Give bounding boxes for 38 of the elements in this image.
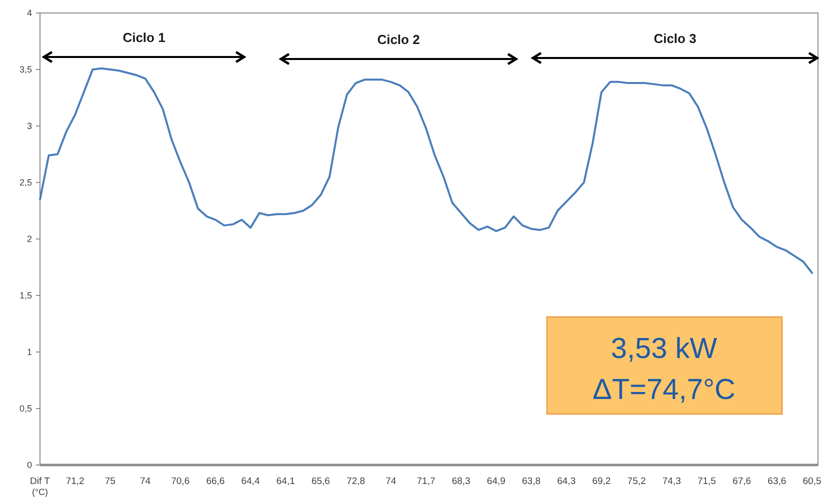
x-axis-title: Dif T (°C) xyxy=(30,476,50,497)
x-tick-label: 71,7 xyxy=(416,476,436,487)
annotation: ΔT=74,7°C xyxy=(592,374,736,406)
annotation: Ciclo 2 xyxy=(377,32,420,47)
x-tick-label: 75 xyxy=(104,476,116,487)
x-tick-label: 72,8 xyxy=(346,476,366,487)
x-tick-label: 64,4 xyxy=(241,476,260,487)
x-tick-label: 66,6 xyxy=(206,476,225,487)
y-tick-label: 0,5 xyxy=(19,404,32,414)
annotation: 3,53 kW xyxy=(610,333,718,365)
x-tick-label: 60,5 xyxy=(802,476,822,487)
x-tick-label: 74,3 xyxy=(662,476,681,487)
x-tick-label: 74 xyxy=(386,476,396,487)
x-tick-label: 67,6 xyxy=(732,476,752,487)
x-tick-label: 64,9 xyxy=(486,476,506,487)
x-tick-label: 63,6 xyxy=(768,476,786,487)
x-tick-label: 64,3 xyxy=(557,476,576,487)
x-tick-label: 64,1 xyxy=(276,476,295,487)
x-tick-label: 69,2 xyxy=(592,476,611,487)
x-tick-label: 75,2 xyxy=(627,476,646,487)
y-tick-label: 0 xyxy=(26,460,32,470)
x-tick-label: 65,6 xyxy=(311,476,330,487)
annotation: Ciclo 1 xyxy=(122,30,166,45)
x-tick-label: 71,5 xyxy=(697,476,716,487)
x-tick-label: 74 xyxy=(140,476,151,487)
x-tick-label: 63,8 xyxy=(522,476,541,487)
y-tick-label: 1,5 xyxy=(19,290,32,301)
line-series xyxy=(39,67,813,274)
x-tick-label: 71,2 xyxy=(66,476,84,487)
y-tick-label: 4 xyxy=(26,8,32,18)
annotation: Ciclo 3 xyxy=(654,31,696,46)
y-tick-label: 3 xyxy=(26,121,32,132)
x-tick-label: 68,3 xyxy=(452,476,470,487)
y-tick-label: 2,5 xyxy=(19,178,32,188)
y-tick-label: 3,5 xyxy=(19,64,32,75)
x-tick-label: 70,6 xyxy=(171,476,190,487)
y-tick-label: 1 xyxy=(26,347,32,358)
y-tick-label: 2 xyxy=(26,234,32,244)
